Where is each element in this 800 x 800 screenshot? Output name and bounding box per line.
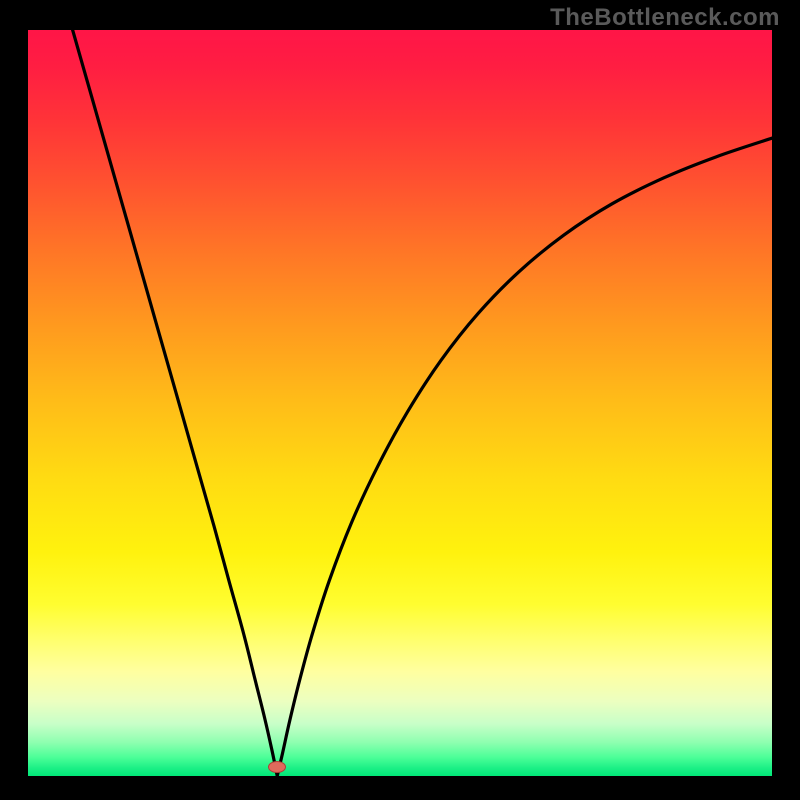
curve-layer	[28, 30, 772, 776]
watermark-text: TheBottleneck.com	[550, 4, 780, 32]
bottleneck-curve	[73, 30, 772, 776]
chart-container: TheBottleneck.com	[0, 0, 800, 800]
optimal-point-marker	[268, 761, 286, 773]
plot-area	[28, 30, 772, 776]
